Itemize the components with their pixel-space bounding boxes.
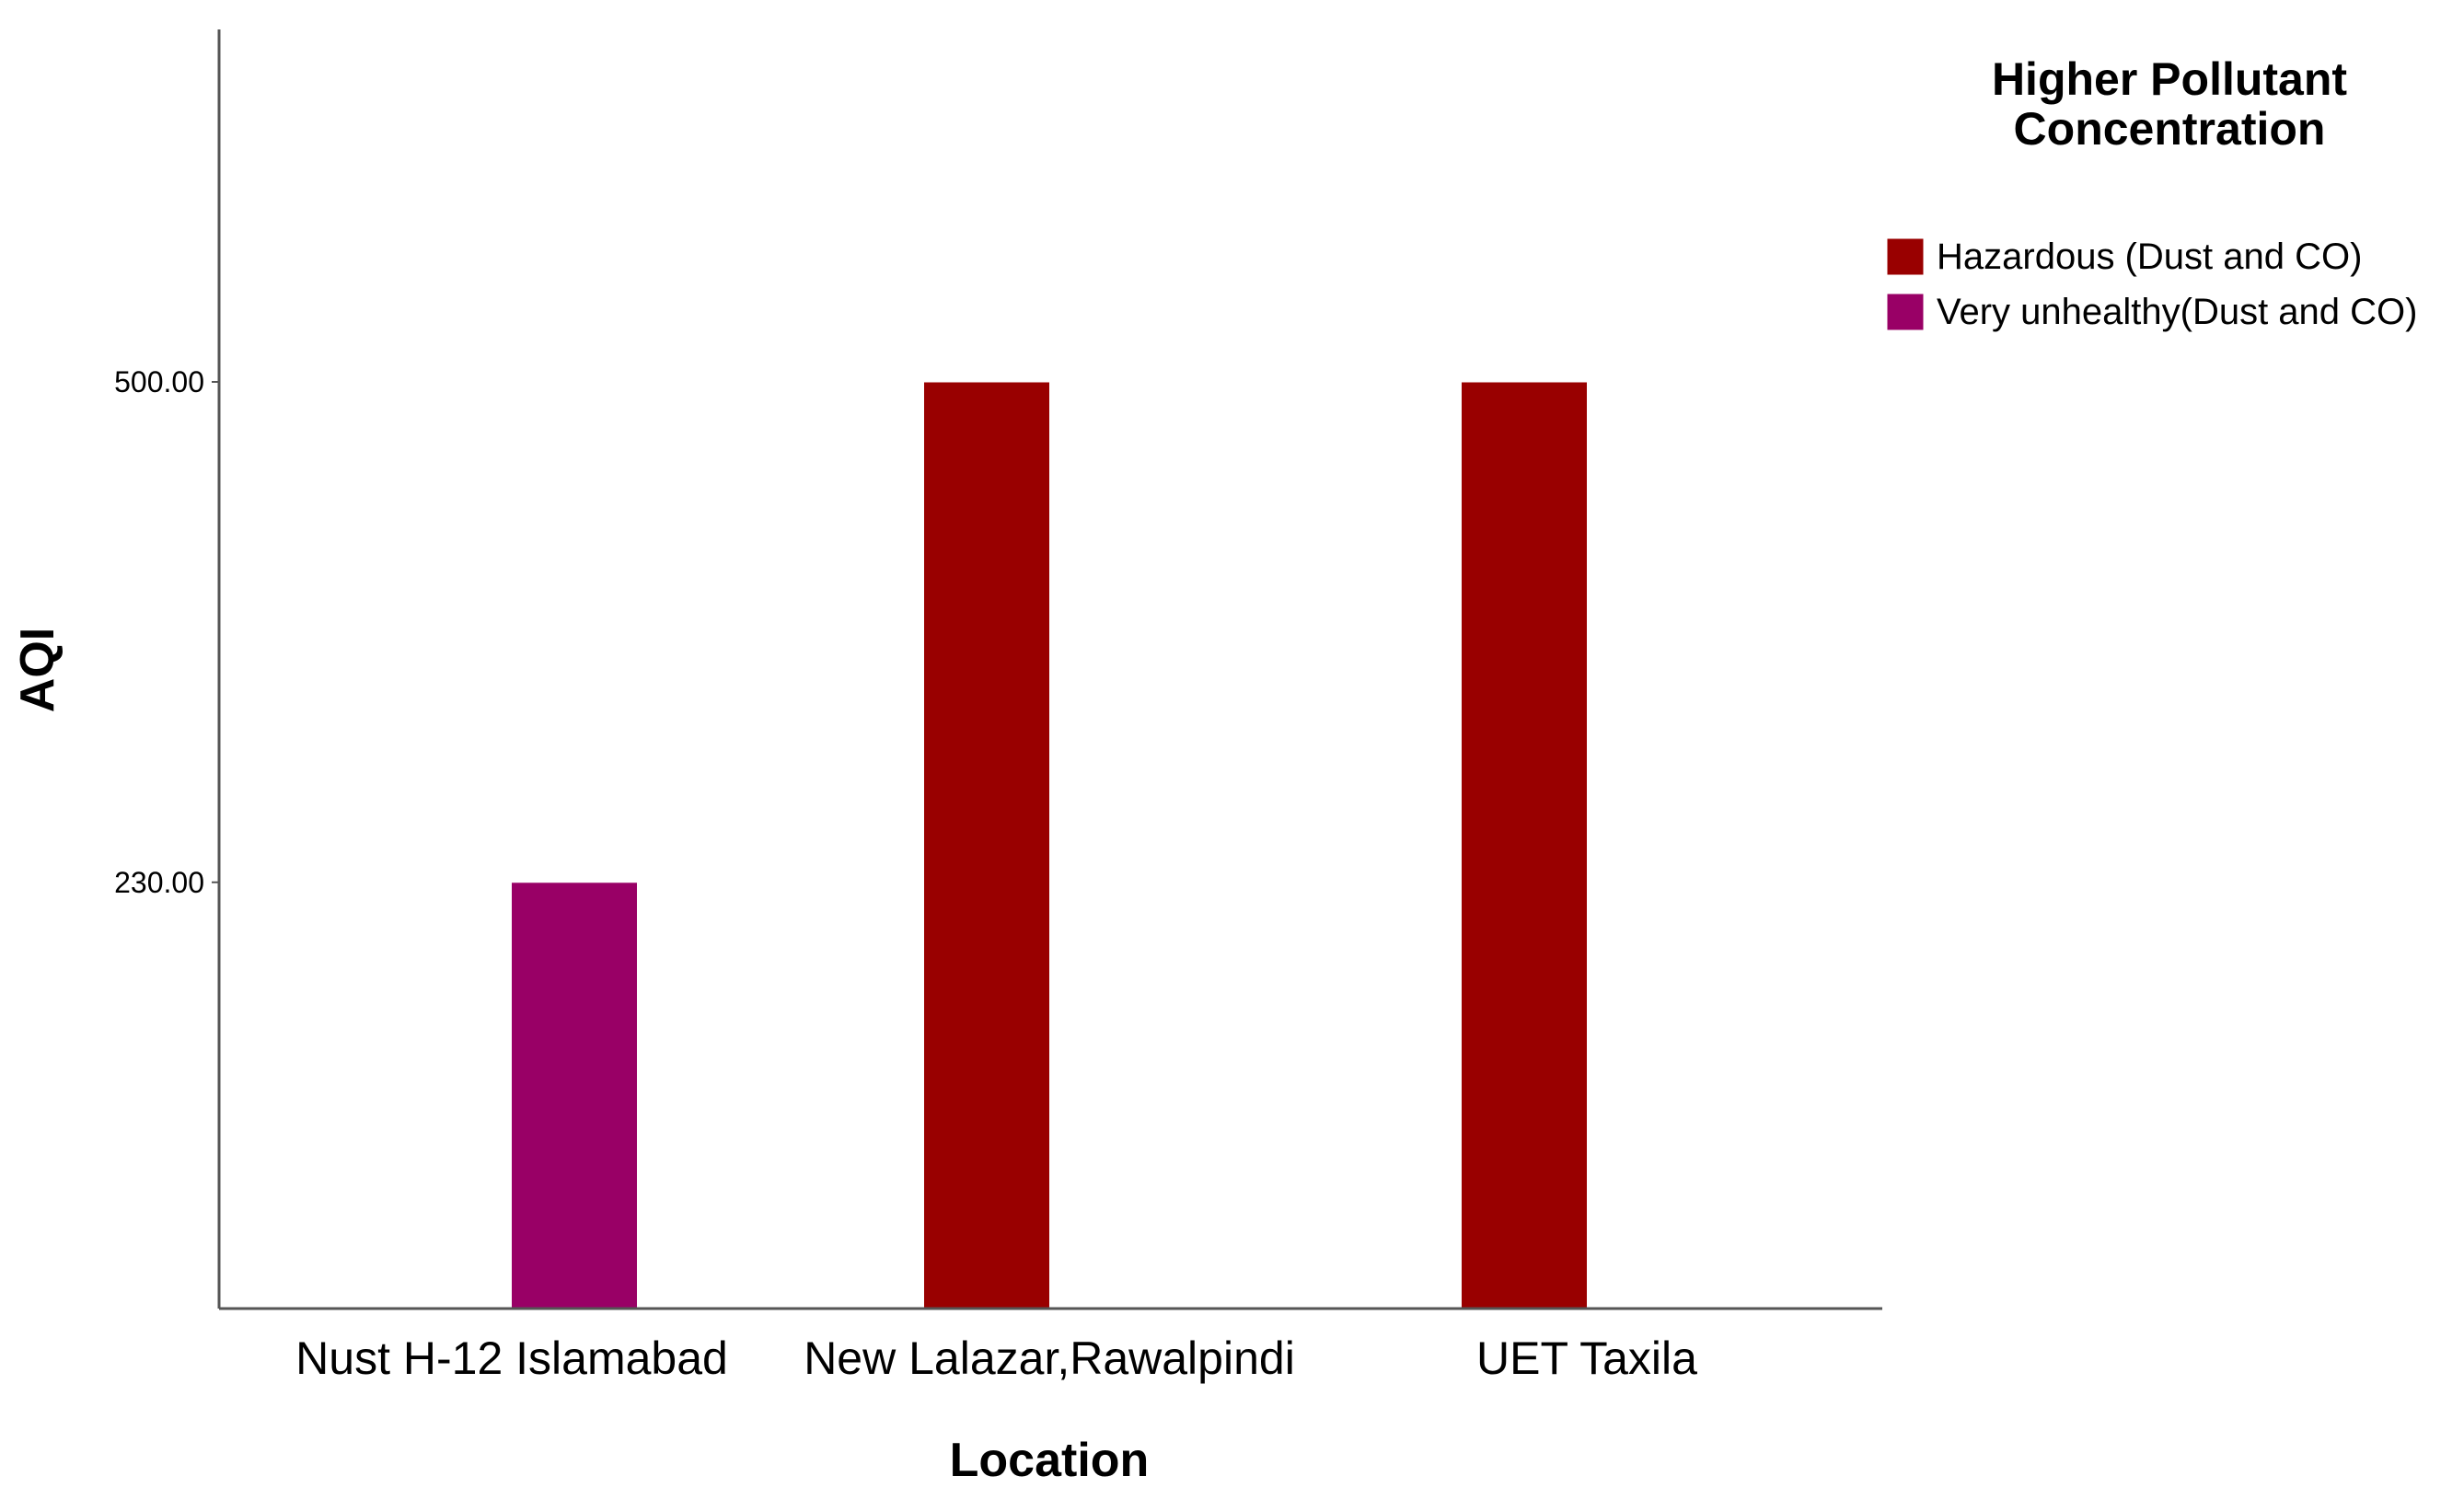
legend-swatch — [1886, 237, 1925, 276]
plot-area — [212, 29, 1882, 1310]
legend-swatch — [1886, 293, 1925, 331]
legend-title-line: Higher Pollutant — [1992, 53, 2347, 105]
y-tick-label: 500.00 — [114, 365, 204, 398]
y-axis-title: AQI — [11, 628, 64, 712]
x-tick-label: Nust H-12 Islamabad — [295, 1332, 728, 1384]
x-tick-label: New Lalazar,Rawalpindi — [804, 1332, 1295, 1384]
legend-title-line: Concentration — [2014, 103, 2326, 155]
bar-hazardous-dust-and-co--1 — [923, 381, 1050, 1309]
legend-label: Hazardous (Dust and CO) — [1937, 236, 2362, 277]
bar-very-unhealthy-dust-and-co--0 — [511, 882, 638, 1309]
axis-labels: 230.00 500.00 Nust H-12 Islamabad New Lalaz… — [11, 365, 1697, 1487]
x-axis-title: Location — [950, 1434, 1150, 1487]
x-tick-label: UET Taxila — [1476, 1332, 1697, 1384]
legend-label: Very unhealthy(Dust and CO) — [1937, 292, 2417, 332]
y-tick-label: 230.00 — [114, 866, 204, 899]
bar-hazardous-dust-and-co--2 — [1461, 381, 1588, 1309]
